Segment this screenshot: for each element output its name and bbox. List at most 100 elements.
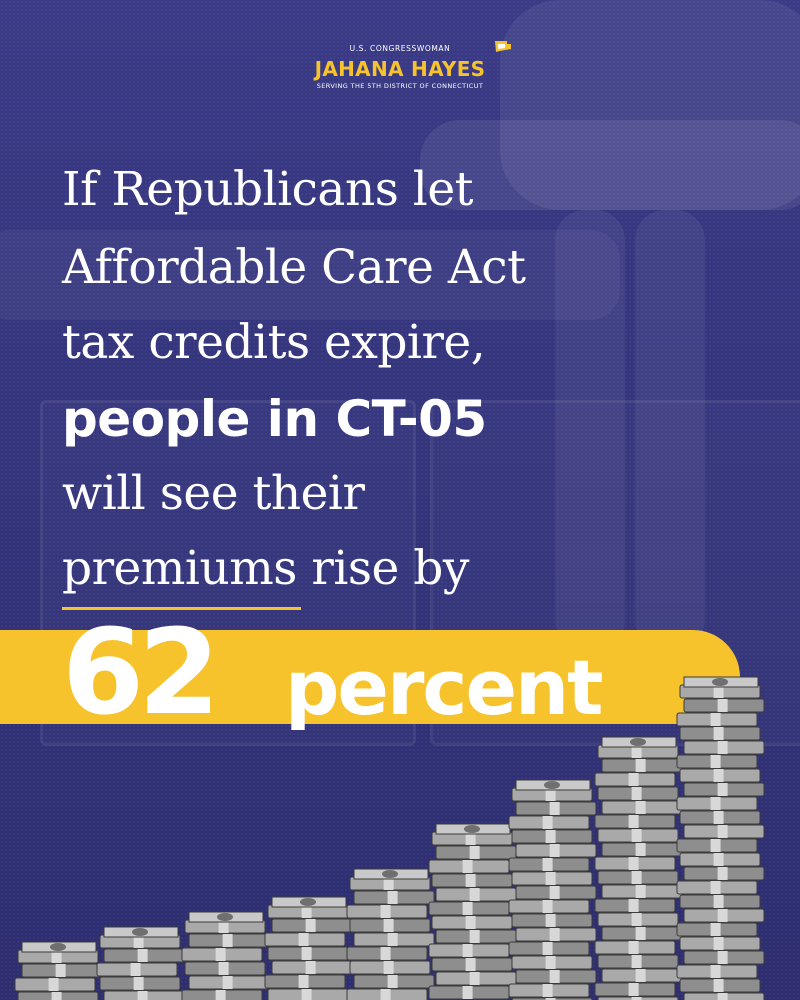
cash-band — [48, 978, 59, 991]
cash-band — [635, 801, 646, 814]
cash-band — [545, 914, 556, 927]
cash-band — [383, 961, 394, 974]
cash-band — [469, 972, 480, 985]
cash-band — [713, 979, 724, 992]
cash-band — [628, 773, 639, 786]
cash-band — [133, 935, 144, 948]
cash-band — [545, 998, 556, 1000]
cash-band — [710, 839, 721, 852]
cash-band — [713, 853, 724, 866]
congresswoman-logo: U.S. CONGRESSWOMAN JAHANA HAYES SERVING … — [300, 41, 520, 96]
cash-band — [717, 699, 728, 712]
headline-line-6-rest: rise by — [296, 541, 469, 596]
cash-band — [631, 913, 642, 926]
cash-band — [631, 955, 642, 968]
highlight-banner — [0, 630, 740, 724]
cash-band — [380, 905, 391, 918]
background-photo-panel-left — [40, 400, 416, 746]
cash-band — [717, 909, 728, 922]
headline-line-2: Affordable Care Act — [62, 240, 526, 295]
cash-band — [218, 920, 229, 933]
cash-band — [542, 984, 553, 997]
cash-band — [215, 990, 226, 1000]
cash-band — [387, 933, 398, 946]
cash-band — [628, 941, 639, 954]
logo-title: U.S. CONGRESSWOMAN — [349, 44, 451, 53]
cash-band — [462, 860, 473, 873]
cash-band — [631, 745, 642, 758]
bill-portrait — [50, 943, 66, 951]
cash-band — [545, 872, 556, 885]
premiums-emphasis: premiums — [62, 541, 301, 610]
cash-band — [635, 969, 646, 982]
cash-band — [717, 951, 728, 964]
cash-band — [713, 937, 724, 950]
logo-district: SERVING THE 5TH DISTRICT OF CONNECTICUT — [316, 82, 484, 90]
cash-band — [549, 844, 560, 857]
cash-band — [549, 928, 560, 941]
stat-unit: percent — [285, 643, 603, 732]
premiums-underline — [62, 607, 301, 610]
cash-band — [549, 886, 560, 899]
cash-band — [465, 874, 476, 887]
cash-band — [222, 976, 233, 989]
cash-band — [635, 885, 646, 898]
cash-band — [710, 881, 721, 894]
cash-band — [462, 944, 473, 957]
cash-band — [635, 843, 646, 856]
cash-band — [137, 949, 148, 962]
headline-line-5: will see their — [62, 466, 365, 521]
cash-band — [545, 830, 556, 843]
cash-band — [713, 811, 724, 824]
cash-band — [713, 727, 724, 740]
cash-band — [383, 919, 394, 932]
cash-band — [298, 933, 309, 946]
cash-band — [628, 899, 639, 912]
cash-band — [469, 888, 480, 901]
cash-band — [717, 783, 728, 796]
bill-portrait — [630, 738, 646, 746]
cash-band — [222, 934, 233, 947]
cash-band — [301, 947, 312, 960]
headline-line-6: premiums rise by — [62, 541, 469, 610]
cash-band — [301, 905, 312, 918]
cash-band — [710, 755, 721, 768]
cash-band — [380, 947, 391, 960]
cash-band — [469, 846, 480, 859]
bill-portrait — [132, 928, 148, 936]
cash-band — [218, 962, 229, 975]
cash-band — [710, 965, 721, 978]
cash-band — [717, 825, 728, 838]
cash-band — [713, 895, 724, 908]
cash-band — [387, 975, 398, 988]
money-stack — [508, 779, 597, 1000]
cash-band — [545, 788, 556, 801]
cash-band — [305, 961, 316, 974]
bill-portrait — [544, 781, 560, 789]
cash-band — [635, 927, 646, 940]
logo-name: JAHANA HAYES — [314, 57, 486, 81]
background-photo-couch — [0, 230, 620, 320]
background-photo-gown — [420, 120, 800, 210]
bill-portrait — [382, 870, 398, 878]
cash-band — [717, 867, 728, 880]
cash-band — [549, 970, 560, 983]
money-stack — [428, 823, 517, 1000]
cash-band — [628, 983, 639, 996]
bill-portrait — [712, 678, 728, 686]
cash-band — [549, 802, 560, 815]
headline-line-3: tax credits expire, — [62, 315, 486, 370]
bill-portrait — [217, 913, 233, 921]
cash-band — [380, 989, 391, 1000]
cash-band — [305, 919, 316, 932]
cash-band — [713, 685, 724, 698]
money-stack — [594, 736, 683, 1000]
cash-band — [55, 964, 66, 977]
cash-band — [717, 741, 728, 754]
cash-band — [628, 857, 639, 870]
money-stack — [14, 941, 103, 1000]
money-stack — [346, 868, 435, 1000]
background-photo-figure — [500, 0, 800, 210]
